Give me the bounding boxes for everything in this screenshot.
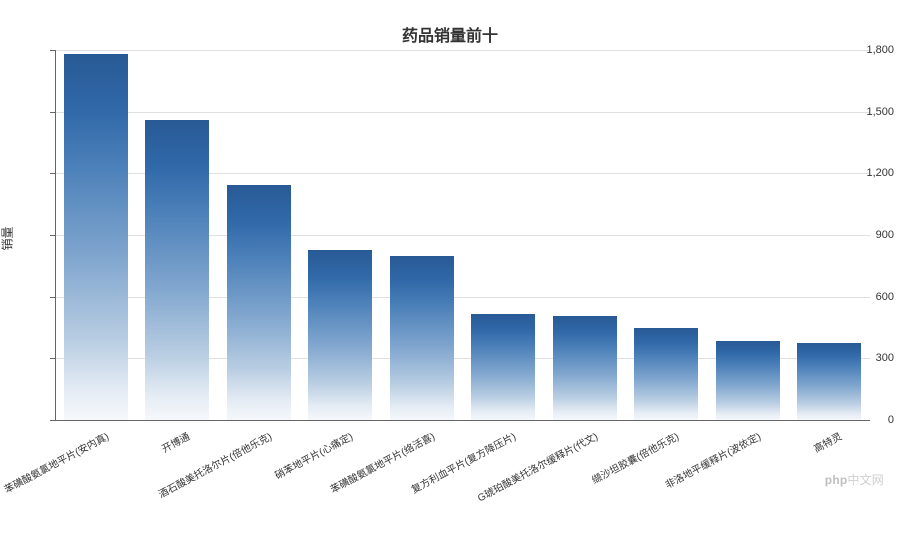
bar [553,316,617,420]
bars-container [55,50,870,420]
y-tick-label: 600 [876,291,894,303]
y-tick-label: 900 [876,229,894,241]
y-tick-label: 300 [876,352,894,364]
bar [390,256,454,420]
y-tick-label: 1,800 [866,44,894,56]
bar [634,328,698,421]
y-axis-label: 销量 [0,226,16,250]
y-tick-label: 1,500 [866,106,894,118]
x-axis-line [55,420,870,421]
watermark-prefix: php [825,473,848,487]
chart-title: 药品销量前十 [0,22,900,46]
y-tick-label: 0 [888,414,894,426]
bar [308,250,372,420]
bar [145,120,209,420]
bar [471,314,535,420]
bar [64,54,128,420]
y-tick-label: 1,200 [866,167,894,179]
bar [716,341,780,420]
watermark-suffix: 中文网 [847,473,884,487]
watermark: php中文网 [825,471,884,488]
bar [227,185,291,420]
bar [797,343,861,420]
